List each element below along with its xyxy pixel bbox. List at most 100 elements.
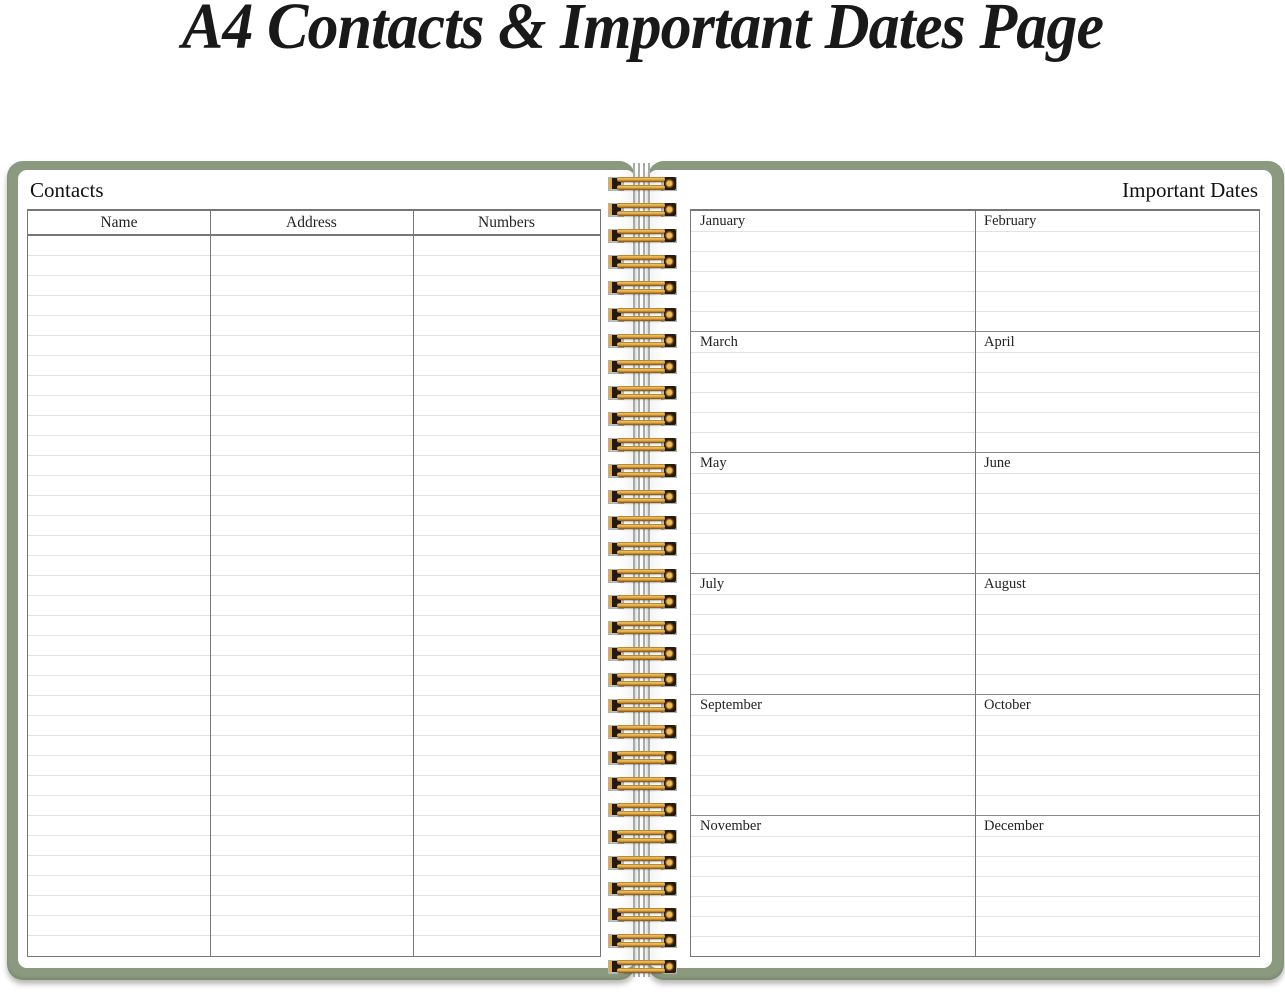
page-title: A4 Contacts & Important Dates Page	[181, 0, 1104, 63]
spiral-coil	[608, 568, 677, 584]
coil-wire-top	[617, 542, 665, 548]
contacts-empty-row	[28, 856, 600, 876]
month-label-row: July August	[691, 574, 1259, 594]
punch-hole-right	[661, 516, 677, 531]
coil-end-right	[664, 933, 676, 947]
important-dates-table: January February March April May June July Augu…	[690, 209, 1260, 957]
month-label-january: January	[700, 213, 746, 229]
punch-hole-right	[661, 568, 677, 583]
contacts-empty-row	[28, 836, 600, 856]
coil-end-left	[609, 882, 621, 894]
contacts-column-address: Address	[286, 213, 337, 231]
coil-end-left	[609, 439, 621, 450]
punch-hole-right	[661, 960, 677, 974]
coil-end-left	[609, 621, 621, 633]
coil-end-left	[609, 595, 621, 607]
spiral-coil	[608, 672, 677, 688]
coil-wire-bottom	[617, 654, 665, 660]
month-label-december: December	[984, 818, 1044, 834]
coil-wire-top	[617, 646, 665, 652]
month-label-row: January February	[691, 211, 1259, 231]
coil-end-left	[609, 726, 621, 738]
contacts-empty-row	[28, 256, 600, 276]
punch-hole-right	[661, 881, 677, 896]
contacts-empty-row	[28, 336, 600, 356]
month-label-row: March April	[691, 332, 1259, 352]
spiral-coil	[608, 385, 677, 401]
punch-hole-right	[661, 385, 677, 400]
spiral-coil	[608, 907, 677, 923]
punch-hole-right	[661, 542, 677, 557]
coil-end-right	[664, 281, 676, 295]
punch-hole-right	[661, 725, 677, 740]
coil-end-right	[664, 699, 676, 712]
coil-end-left	[609, 204, 621, 216]
coil-end-right	[664, 751, 676, 765]
month-label-september: September	[700, 697, 763, 713]
coil-end-right	[664, 881, 676, 895]
punch-hole-right	[661, 646, 677, 661]
coil-end-right	[664, 777, 676, 791]
coil-wire-top	[617, 725, 665, 731]
contacts-empty-row	[28, 796, 600, 816]
spiral-coil	[608, 855, 677, 871]
punch-hole-right	[661, 255, 677, 270]
coil-wire-top	[617, 438, 665, 443]
punch-hole-right	[661, 464, 677, 479]
month-label-row: May June	[691, 453, 1259, 473]
spiral-coil	[608, 594, 677, 610]
coil-wire-bottom	[617, 707, 665, 712]
contacts-empty-row	[28, 236, 600, 256]
coil-end-right	[664, 177, 676, 190]
coil-end-right	[664, 229, 676, 243]
coil-wire-top	[617, 594, 665, 600]
contacts-empty-row	[28, 616, 600, 636]
coil-end-left	[609, 908, 621, 920]
coil-wire-top	[617, 568, 665, 574]
coil-end-left	[609, 830, 621, 842]
punch-hole-right	[661, 855, 677, 870]
contacts-empty-row	[28, 896, 600, 916]
contacts-empty-row	[28, 936, 600, 956]
punch-hole-right	[661, 803, 677, 818]
coil-wire-bottom	[617, 889, 665, 895]
punch-hole-right	[661, 333, 677, 348]
punch-hole-right	[661, 933, 677, 948]
spiral-coil	[608, 229, 677, 244]
contacts-empty-row	[28, 516, 600, 536]
punch-hole-right	[661, 359, 677, 374]
coil-end-left	[609, 778, 621, 790]
contacts-empty-row	[28, 276, 600, 296]
coil-end-right	[664, 385, 676, 399]
coil-wire-bottom	[617, 498, 665, 504]
contacts-empty-row	[28, 356, 600, 376]
spiral-coil	[608, 490, 677, 505]
contacts-empty-row	[28, 296, 600, 316]
coil-wire-bottom	[617, 263, 665, 269]
coil-wire-top	[617, 255, 665, 261]
coil-wire-top	[617, 855, 665, 861]
important-dates-heading: Important Dates	[1122, 178, 1258, 202]
coil-wire-bottom	[617, 237, 665, 243]
coil-wire-top	[617, 907, 665, 913]
coil-end-left	[609, 230, 621, 242]
spiral-coil	[608, 203, 677, 218]
punch-hole-right	[661, 490, 677, 505]
month-label-november: November	[700, 818, 762, 834]
contacts-column-divider-1	[209, 211, 211, 956]
punch-hole-right	[661, 829, 677, 844]
coil-wire-bottom	[617, 524, 665, 530]
coil-wire-bottom	[617, 680, 665, 686]
coil-end-right	[664, 594, 676, 608]
notebook-page-important-dates: Important Dates January February March Apri…	[648, 170, 1272, 968]
coil-end-left	[609, 647, 621, 659]
coil-wire-bottom	[617, 341, 665, 347]
contacts-empty-row	[28, 736, 600, 756]
coil-end-right	[664, 490, 676, 504]
coil-end-left	[609, 856, 621, 868]
coil-wire-bottom	[617, 185, 665, 190]
coil-wire-top	[617, 307, 665, 313]
coil-end-left	[609, 360, 621, 372]
contacts-empty-row	[28, 636, 600, 656]
coil-wire-top	[617, 881, 665, 887]
